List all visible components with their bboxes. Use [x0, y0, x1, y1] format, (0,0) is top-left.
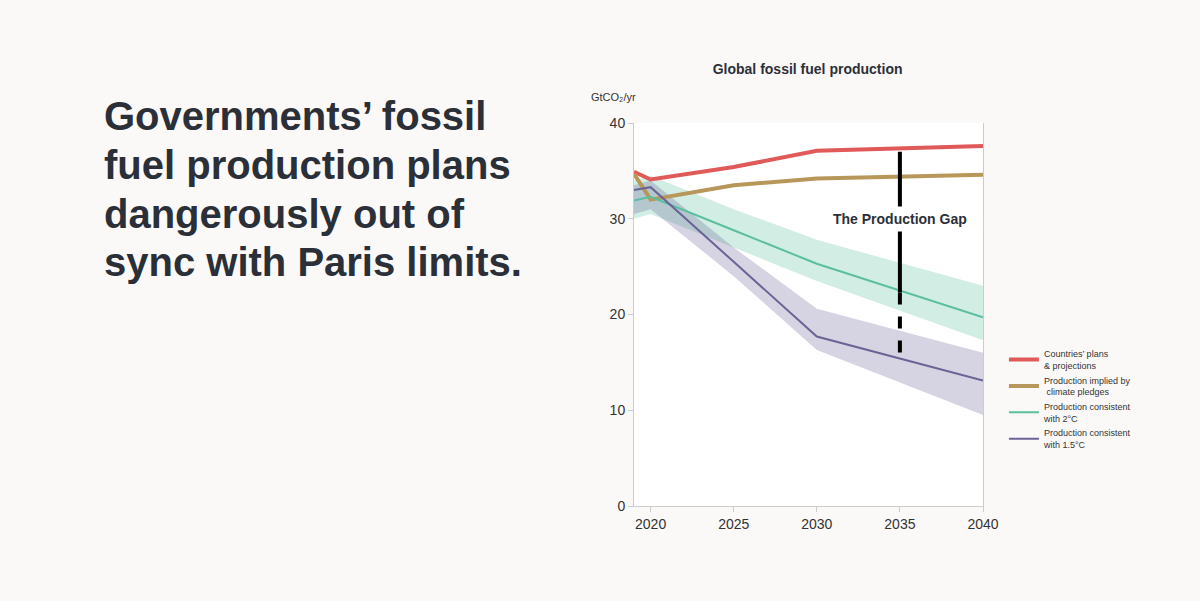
svg-text:2020: 2020	[635, 516, 666, 532]
svg-text:20: 20	[610, 306, 626, 322]
svg-text:Production implied by climate: Production implied by climate pledges	[1044, 376, 1131, 398]
svg-text:2040: 2040	[967, 516, 998, 532]
svg-text:Global fossil fuel production: Global fossil fuel production	[713, 61, 903, 77]
svg-text:Production consistentwith 1.5°: Production consistentwith 1.5°C	[1043, 428, 1131, 450]
svg-text:2035: 2035	[884, 516, 915, 532]
svg-text:GtCO₂/yr: GtCO₂/yr	[591, 91, 636, 103]
html-text:Governments’ fossil fuel produ: Governments’ fossil fuel production plan…	[104, 94, 522, 285]
svg-text:2025: 2025	[718, 516, 749, 532]
svg-text:2030: 2030	[801, 516, 832, 532]
svg-text:The Production Gap: The Production Gap	[833, 211, 967, 227]
svg-text:30: 30	[610, 211, 626, 227]
svg-text:0: 0	[617, 498, 625, 514]
svg-text:Countries’ plans& projections: Countries’ plans& projections	[1044, 349, 1109, 371]
svg-text:10: 10	[610, 402, 626, 418]
svg-text:40: 40	[610, 115, 626, 131]
svg-text:Production consistentwith 2°C: Production consistentwith 2°C	[1043, 402, 1131, 424]
